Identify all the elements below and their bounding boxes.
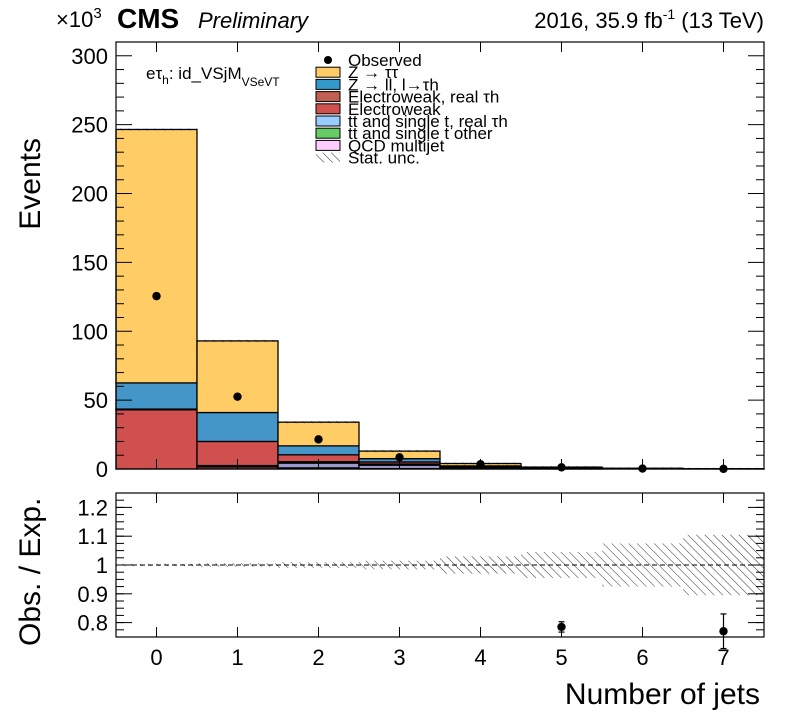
legend-label-tt_other: tt and single t other	[348, 124, 493, 143]
ratio-panel: 0.8 0.9 1 1.1 1.2 0 1 2 3 4 5 6 7	[77, 492, 765, 670]
preliminary-label: Preliminary	[198, 8, 310, 33]
x-tick-label-6: 6	[636, 645, 648, 670]
ratio-y-tick-label-1.2: 1.2	[77, 495, 108, 520]
stat-unc-0	[116, 128, 197, 131]
bar-ztt-0	[115, 128, 198, 384]
legend-swatch-ztt	[315, 66, 341, 78]
observed-point-0	[152, 291, 161, 301]
bar-zll-2	[277, 445, 360, 456]
ratio-y-tick-label-1: 1	[96, 553, 108, 578]
legend-swatch-ew	[315, 103, 341, 115]
y-tick-label-150: 150	[71, 250, 108, 275]
legend-swatch-tt_other	[315, 127, 341, 139]
legend-label-ew: Electroweak	[348, 100, 441, 119]
bar-zll-1	[196, 411, 279, 443]
x-tick-label-3: 3	[393, 645, 405, 670]
ratio-point-5	[557, 622, 566, 632]
y-tick-label-200: 200	[71, 182, 108, 207]
observed-point-1	[233, 392, 242, 401]
y-tick-label-250: 250	[71, 113, 108, 138]
legend-swatch-qcd	[315, 139, 341, 151]
lumi-label: 2016, 35.9 fb-1 (13 TeV)	[534, 6, 764, 33]
ratio-y-tick-label-0.9: 0.9	[77, 582, 108, 607]
legend-label-zll: Z → ll, l→τh	[348, 75, 439, 94]
upper-panel: 0 50 100 150 200 250 300	[71, 41, 765, 482]
upper-frame	[115, 41, 765, 470]
legend-swatch-ew_real	[315, 91, 341, 103]
y-axis-title: Events	[14, 138, 47, 230]
legend-label-qcd: QCD multijet	[348, 136, 445, 155]
x-tick-label-1: 1	[231, 645, 243, 670]
legend-label-stat: Stat. unc.	[348, 149, 420, 168]
x-tick-label-2: 2	[312, 645, 324, 670]
legend-label-ew_real: Electroweak, real τh	[348, 88, 499, 107]
x-tick-label-7: 7	[717, 645, 729, 670]
legend-stat-swatch	[316, 152, 340, 163]
legend-label-observed: Observed	[348, 51, 422, 70]
x-tick-label-5: 5	[555, 645, 567, 670]
ratio-y-tick-label-1.1: 1.1	[77, 524, 108, 549]
cms-label: CMS	[117, 3, 179, 34]
legend-label-ztt: Z → ττ	[348, 63, 399, 82]
legend-swatch-zll	[315, 78, 341, 90]
stat-unc-1	[197, 339, 278, 342]
x-axis-title: Number of jets	[565, 678, 760, 711]
x-tick-label-4: 4	[474, 645, 486, 670]
y-tick-label-300: 300	[71, 44, 108, 69]
observed-point-3	[395, 453, 404, 462]
bar-zll-0	[115, 382, 198, 410]
stat-unc-3	[359, 450, 440, 453]
channel-label: eτh: id_VSjMVSeVT	[146, 64, 280, 89]
y-tick-label-0: 0	[96, 457, 108, 482]
bar-ztt-1	[196, 340, 279, 414]
exponent-label: ×103	[56, 5, 102, 32]
y-tick-label-50: 50	[84, 388, 108, 413]
ratio-y-tick-label-0.8: 0.8	[77, 611, 108, 636]
ratio-y-axis-title: Obs. / Exp.	[14, 498, 47, 646]
legend-swatch-tt_real	[315, 115, 341, 127]
x-tick-label-0: 0	[150, 645, 162, 670]
y-tick-label-100: 100	[71, 319, 108, 344]
observed-point-2	[314, 435, 323, 444]
stat-unc-2	[278, 421, 359, 424]
legend-observed-marker	[324, 56, 332, 64]
legend-label-tt_real: tt and single t, real τh	[348, 112, 508, 131]
